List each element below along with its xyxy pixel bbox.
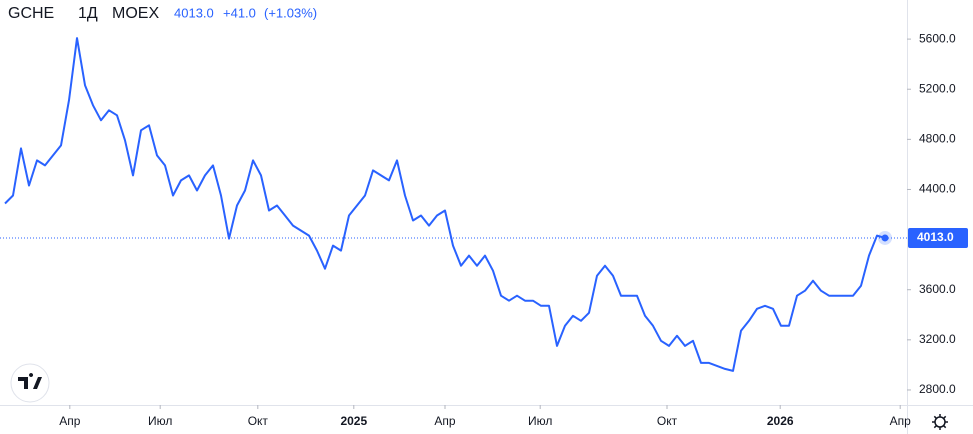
last-price: 4013.0 <box>174 5 214 20</box>
change: +41.0 <box>223 5 256 20</box>
x-tick-label: Апр <box>890 414 912 428</box>
change-pct: (+1.03%) <box>264 5 317 20</box>
x-tick-label: 2026 <box>767 414 794 428</box>
x-tick-label: Окт <box>248 414 269 428</box>
x-tick-label: 2025 <box>340 414 367 428</box>
y-tick-label: 4800.0 <box>919 132 956 146</box>
x-tick-label: Июл <box>528 414 552 428</box>
x-tick-label: Июл <box>148 414 172 428</box>
y-tick-label: 2800.0 <box>919 382 956 396</box>
price-line <box>4 37 886 372</box>
x-tick-label: Апр <box>434 414 456 428</box>
y-tick-label: 3200.0 <box>919 332 956 346</box>
x-tick-label: Окт <box>657 414 678 428</box>
price-tag-label: 4013.0 <box>917 230 954 244</box>
logo-bg <box>10 363 50 403</box>
settings-icon[interactable] <box>932 414 948 430</box>
x-tick-label: Апр <box>59 414 81 428</box>
y-tick-label: 4400.0 <box>919 182 956 196</box>
gear <box>934 416 946 428</box>
interval: 1Д <box>78 5 98 22</box>
logo-mark <box>18 373 42 389</box>
price-tag <box>908 227 968 248</box>
y-tick-label: 3600.0 <box>919 282 956 296</box>
y-tick-label: 5200.0 <box>919 81 956 95</box>
y-tick-label: 5600.0 <box>919 31 956 45</box>
exchange: MOEX <box>112 5 159 22</box>
logo[interactable] <box>10 363 50 403</box>
symbol: GCHE <box>8 5 54 22</box>
gear-teeth <box>932 414 948 430</box>
last-point <box>881 234 889 242</box>
